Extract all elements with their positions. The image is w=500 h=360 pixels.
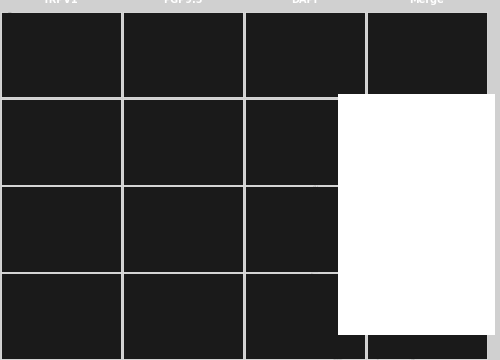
Text: A: A (5, 11, 15, 24)
Text: DAPI: DAPI (292, 0, 318, 5)
Text: B: B (348, 110, 358, 123)
Text: * P<0.001: * P<0.001 (434, 169, 472, 178)
Text: PGP9.5: PGP9.5 (163, 0, 202, 5)
Text: TRPV1: TRPV1 (43, 0, 79, 5)
Text: Merge: Merge (409, 0, 444, 5)
Y-axis label: TRPV1/PGP9.5 positive area (%): TRPV1/PGP9.5 positive area (%) (312, 160, 322, 304)
Text: * P<0.001: * P<0.001 (415, 130, 454, 139)
Text: * P<0.001: * P<0.001 (360, 143, 399, 152)
